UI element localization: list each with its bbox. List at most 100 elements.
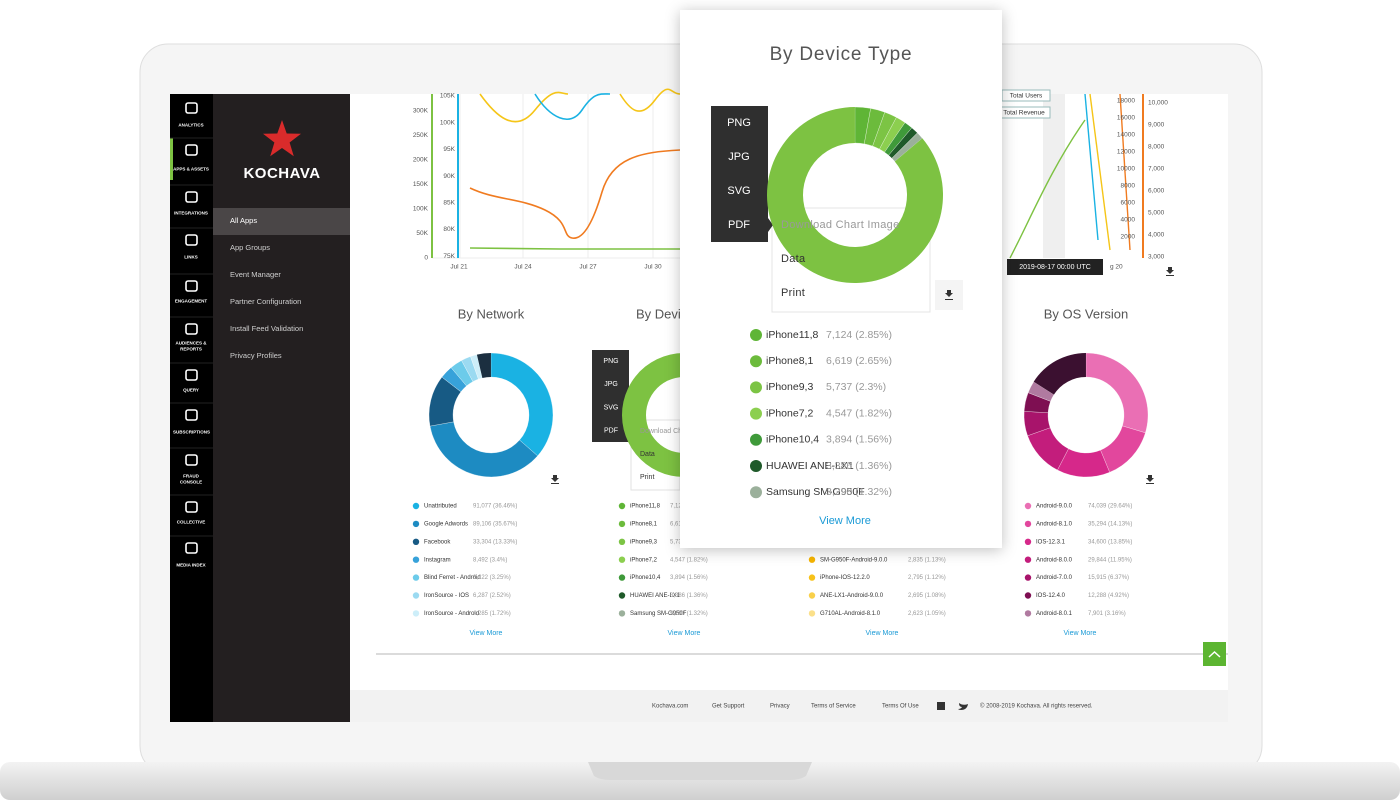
sidebar-label[interactable]: MEDIA INDEX: [176, 562, 206, 568]
legend-dot: [1024, 610, 1032, 617]
sidebar-label[interactable]: COLLECTIVE: [176, 519, 206, 525]
facebook-icon[interactable]: [937, 702, 945, 710]
twitter-icon[interactable]: [958, 703, 968, 710]
sidebar-icon[interactable]: [185, 454, 198, 466]
series-line: [479, 91, 569, 123]
legend-value: 2,795 (1.12%): [908, 575, 946, 581]
menu-item[interactable]: PNG: [603, 358, 618, 365]
link[interactable]: Terms of Service: [811, 704, 856, 710]
nav-item[interactable]: Privacy Profiles: [230, 351, 282, 360]
menu-item[interactable]: Download Chart Image: [781, 219, 900, 231]
view-more[interactable]: View More: [866, 630, 899, 637]
link[interactable]: Get Support: [712, 704, 745, 710]
view-more[interactable]: View More: [1064, 630, 1097, 637]
legend-name: Unattributed: [424, 504, 457, 510]
nav-item[interactable]: App Groups: [230, 243, 270, 252]
y-tick-label: 10,000: [1148, 100, 1168, 107]
legend-label: Total Revenue: [1003, 110, 1045, 117]
legend-dot: [808, 556, 816, 563]
sidebar-icon[interactable]: [185, 144, 198, 156]
sidebar-icon[interactable]: [185, 102, 198, 114]
legend-value: 3,290 (1.32%): [670, 611, 708, 617]
laptop-notch: [588, 762, 812, 780]
menu-item[interactable]: Print: [781, 287, 805, 299]
nav-item[interactable]: Install Feed Validation: [230, 324, 303, 333]
sidebar-icon[interactable]: [185, 409, 198, 421]
donut-rest: [767, 107, 943, 283]
sidebar-icon[interactable]: [185, 191, 198, 203]
scroll-top-button[interactable]: [1203, 642, 1226, 666]
menu-item[interactable]: Print: [640, 474, 654, 481]
legend-name: Samsung SM-G950F: [630, 611, 687, 617]
nav-active[interactable]: [213, 208, 350, 235]
legend-value: 3,894 (1.56%): [826, 434, 892, 446]
link[interactable]: Terms Of Use: [882, 704, 919, 710]
sidebar-label[interactable]: AUDIENCES & REPORTS: [175, 340, 207, 352]
legend-name: iPhone8,1: [630, 521, 658, 527]
sidebar-label[interactable]: APPS & ASSETS: [173, 166, 209, 172]
sidebar-icon[interactable]: [185, 501, 198, 513]
menu-item[interactable]: SVG: [604, 404, 619, 411]
y-tick-label: 100K: [440, 119, 456, 126]
sidebar-icon[interactable]: [185, 234, 198, 246]
link[interactable]: Privacy: [770, 704, 790, 710]
menu-item[interactable]: Download Chart Image: [640, 428, 712, 435]
active-indicator: [170, 138, 173, 180]
sidebar-icon[interactable]: [185, 542, 198, 554]
sidebar-label[interactable]: ENGAGEMENT: [174, 298, 208, 304]
sidebar-label[interactable]: QUERY: [183, 387, 199, 393]
panel-title: By OS Version: [1044, 306, 1129, 321]
y-tick-label: 7,000: [1148, 166, 1165, 173]
sidebar-label[interactable]: INTEGRATIONS: [174, 210, 208, 216]
nav-item[interactable]: Partner Configuration: [230, 297, 301, 306]
icon-rail: [170, 94, 213, 722]
menu-item[interactable]: Data: [781, 253, 806, 265]
menu-item[interactable]: PDF: [604, 428, 618, 435]
sidebar-icon[interactable]: [185, 280, 198, 292]
y-tick-label: 105K: [440, 93, 456, 100]
legend-value: 3,386 (1.36%): [826, 460, 892, 472]
legend-dot: [618, 610, 626, 617]
menu-item[interactable]: SVG: [727, 185, 750, 197]
y-tick-label: 90K: [443, 173, 455, 180]
popup-title: By Device Type: [770, 44, 913, 65]
menu-item[interactable]: PDF: [728, 219, 750, 231]
sidebar-icon[interactable]: [185, 369, 198, 381]
sidebar-label[interactable]: ANALYTICS: [178, 122, 204, 128]
legend-value: 2,623 (1.05%): [908, 611, 946, 617]
link[interactable]: Kochava.com: [652, 704, 688, 710]
legend-value: 2,835 (1.13%): [908, 557, 946, 563]
sidebar-label[interactable]: LINKS: [184, 254, 198, 260]
donut-slice: [1027, 381, 1055, 402]
donut-slice: [470, 354, 483, 380]
nav-item[interactable]: All Apps: [230, 216, 257, 225]
legend-dot: [750, 329, 762, 341]
sidebar-icon[interactable]: [185, 323, 198, 335]
export-menu: [711, 106, 768, 242]
x-tick-label: Jul 21: [450, 264, 468, 271]
legend-dot: [412, 502, 420, 510]
sidebar-label[interactable]: SUBSCRIPTIONS: [173, 429, 211, 435]
legend-dot: [750, 355, 762, 368]
y-tick-label: 3,000: [1148, 254, 1165, 261]
legend-box: [1001, 89, 1051, 102]
download-icon[interactable]: [551, 267, 1174, 484]
legend-name: Samsung SM-G950F: [766, 486, 865, 498]
x-tick-label: Jul 24: [514, 264, 532, 271]
popup-card: By Device Type PNG JPG SVG PDF Download Chart…: [680, 10, 1002, 548]
menu-item[interactable]: PNG: [727, 117, 751, 129]
view-more[interactable]: View More: [470, 630, 503, 637]
legend-name: Android-8.1.0: [1036, 521, 1073, 527]
legend-value: 74,039 (29.64%): [1088, 504, 1132, 510]
menu-item[interactable]: Data: [640, 451, 655, 458]
legend-name: iPhone-IOS-12.2.0: [820, 575, 870, 581]
series-line: [1009, 119, 1086, 259]
y-tick-label: 50K: [416, 230, 428, 237]
nav-item[interactable]: Event Manager: [230, 270, 281, 279]
menu-item[interactable]: JPG: [728, 151, 749, 163]
view-more[interactable]: View More: [819, 515, 871, 527]
sidebar-label[interactable]: FRAUD CONSOLE: [179, 473, 203, 485]
menu-item[interactable]: JPG: [604, 381, 618, 388]
view-more[interactable]: View More: [668, 630, 701, 637]
